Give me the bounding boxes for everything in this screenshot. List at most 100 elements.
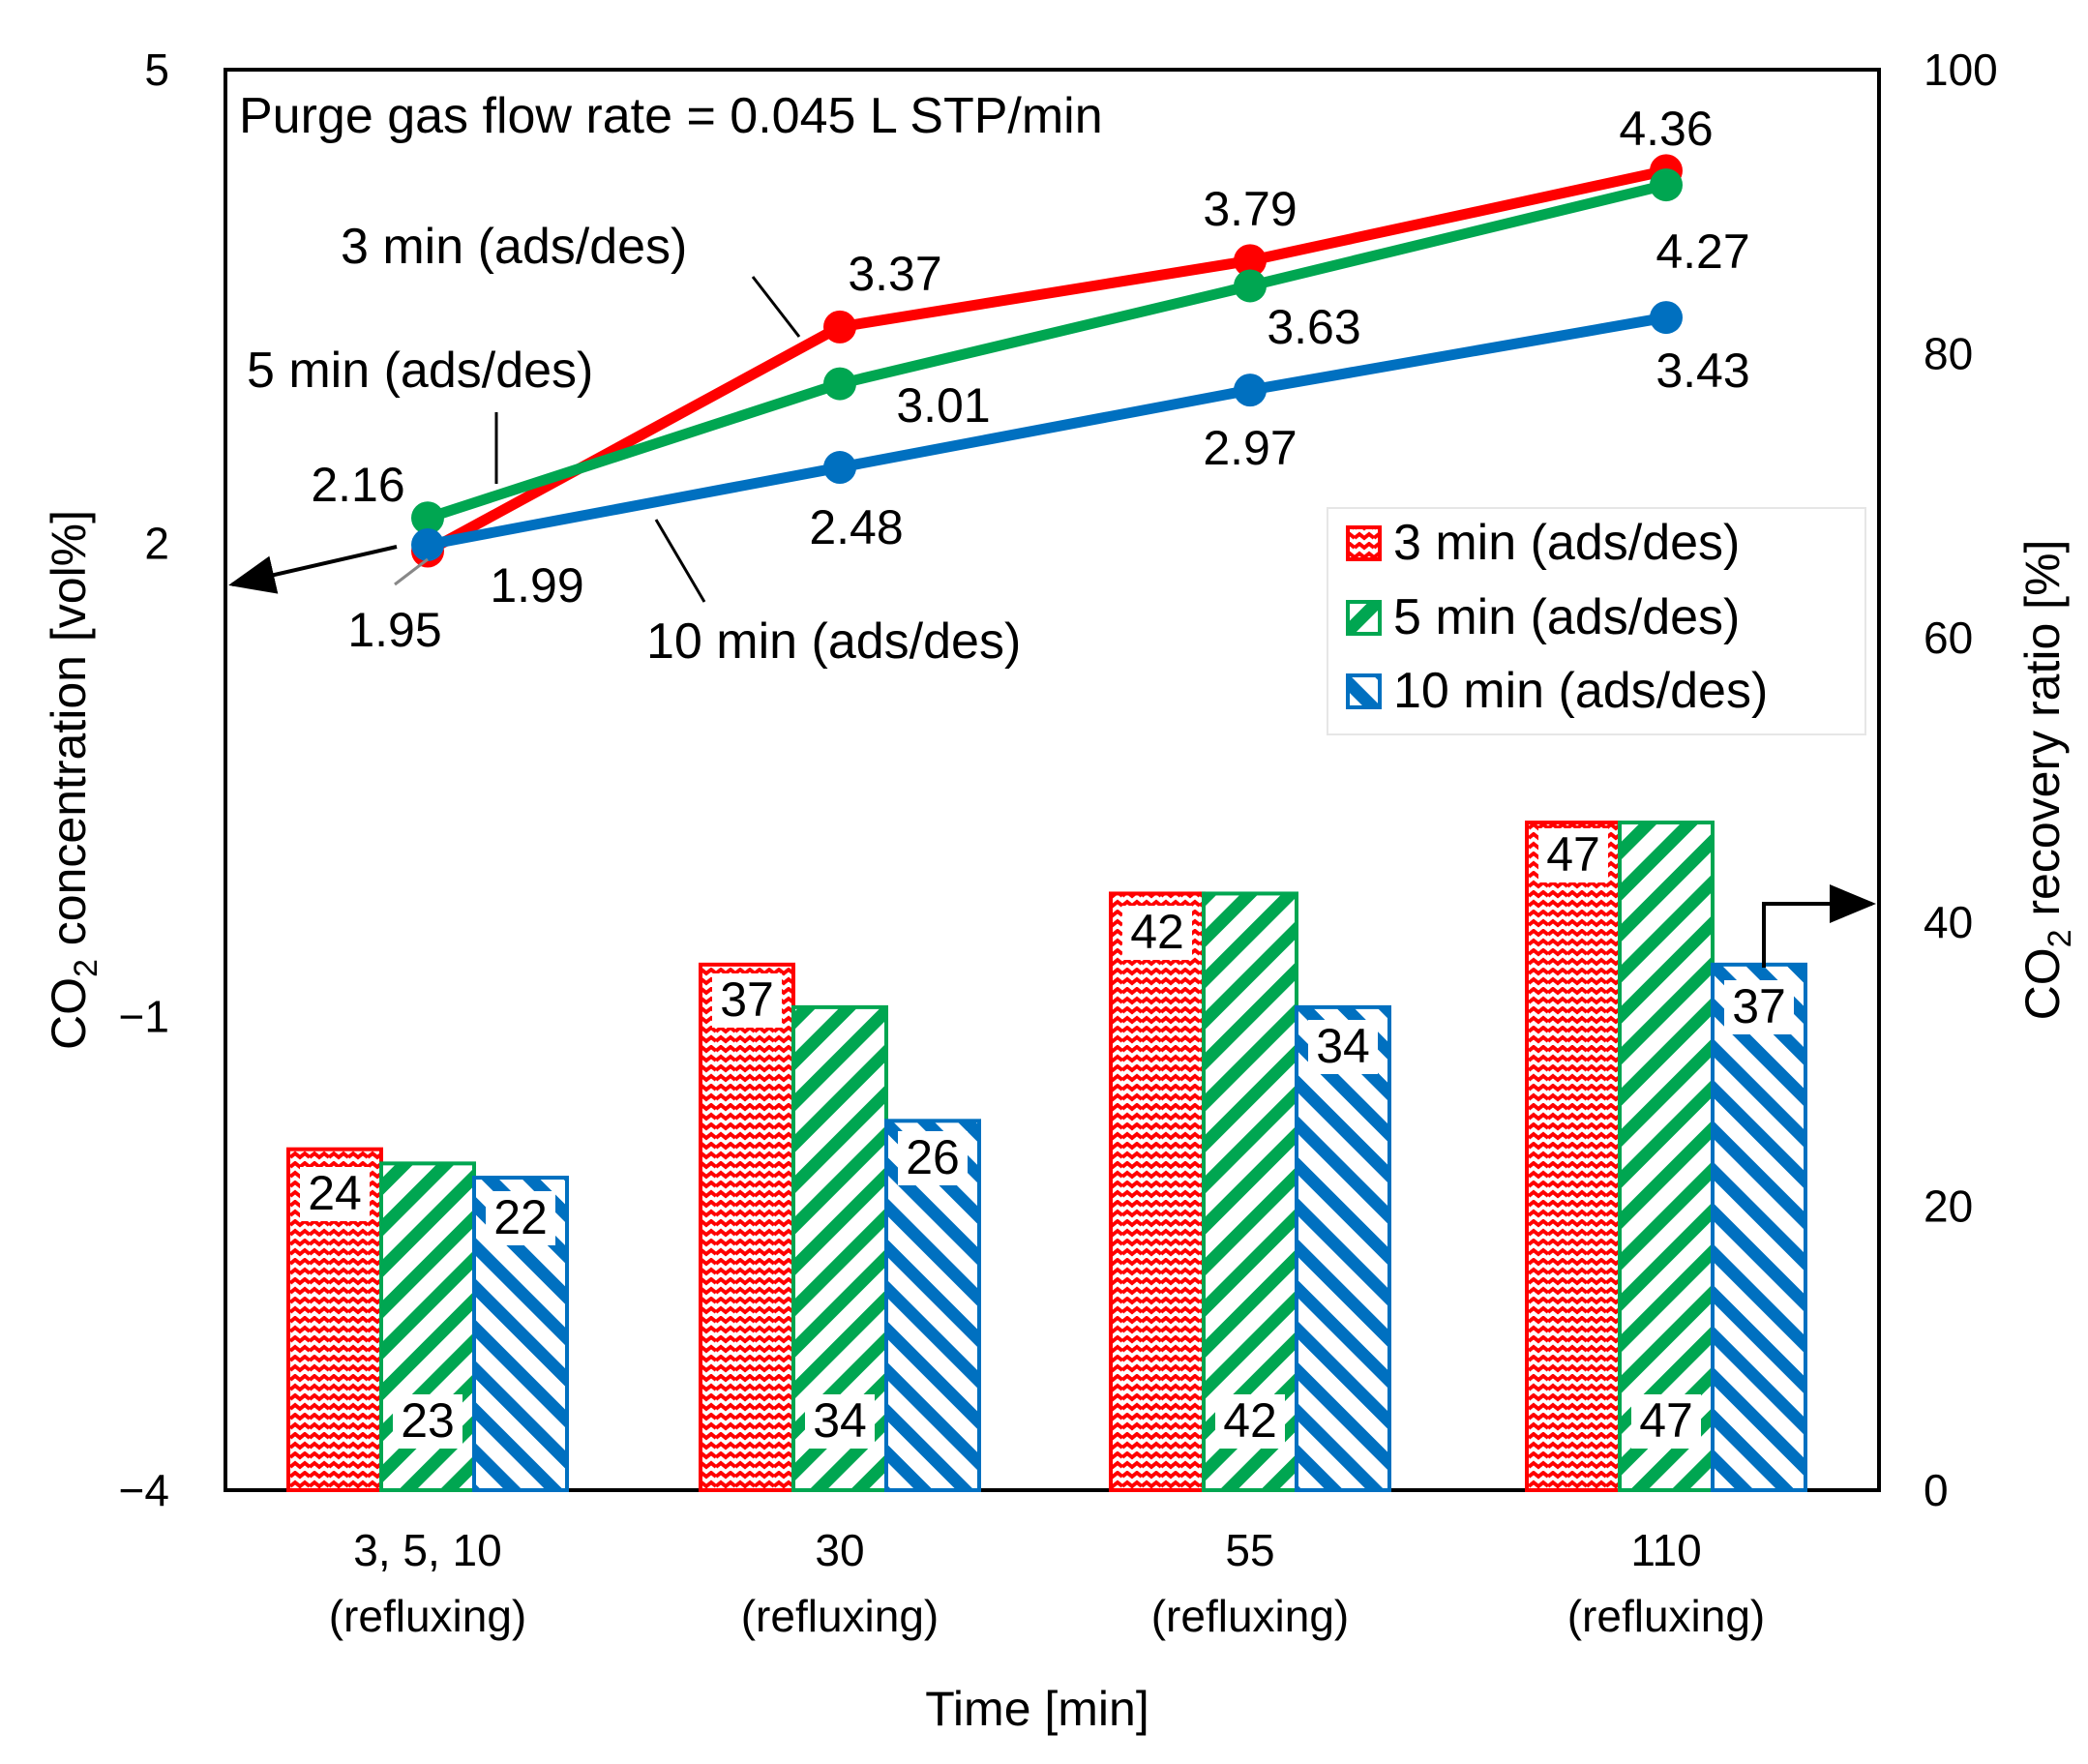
point-5min-2 [1234,269,1267,303]
right-tick-label: 100 [1924,45,1998,95]
bar-label-10min-2: 34 [1316,1019,1370,1073]
bar-3min-1 [699,962,795,1492]
left-tick-label: 2 [144,518,169,568]
line-label-3min-1: 3.37 [848,247,941,301]
bar-3min-3 [1525,821,1622,1492]
left-axis-title-sub: 2 [68,959,104,977]
line-10min [426,312,1667,551]
bar-label-bg [1631,1394,1701,1449]
line-label-10min-3: 3.43 [1655,344,1749,398]
callout-3min-leader [751,276,801,338]
right-axis-ticks: 0 20 40 60 80 100 [1924,45,1998,1515]
left-tick-label: 5 [144,45,169,95]
bar-label-bg [805,1394,875,1449]
callout-3min: 3 min (ads/des) [341,219,687,275]
legend-swatch-3min [1346,525,1382,561]
left-axis-title: CO2 concentration [vol%] [42,510,104,1050]
label-195-leader [394,557,429,586]
plot-area [224,68,1881,1492]
line-label-3min-2: 3.79 [1203,182,1297,236]
callout-10min-leader [654,519,706,603]
line-label-10min-1: 2.48 [809,500,903,554]
legend-swatch-5min [1346,600,1382,636]
line-data-labels: 1.95 3.37 3.79 4.36 2.16 3.01 3.63 4.27 1.99 2.48… [311,102,1749,657]
left-axis-arrow [228,545,398,594]
bar-label-bg [486,1191,555,1245]
bar-label-10min-0: 22 [493,1190,548,1244]
left-tick-label: −1 [119,992,169,1042]
bar-label-3min-2: 42 [1130,905,1184,959]
bar-label-5min-2: 42 [1223,1393,1277,1448]
right-tick-label: 60 [1924,613,1973,663]
point-3min-2 [1234,244,1267,278]
legend-label-10min: 10 min (ads/des) [1393,663,1768,719]
line-label-5min-3: 4.27 [1655,224,1749,279]
left-tick-label: −4 [119,1465,169,1515]
bar-label-10min-1: 26 [906,1130,960,1184]
point-10min-2 [1234,374,1267,407]
line-label-3min-0: 1.95 [347,603,441,657]
x-tick-label: 110 [1630,1525,1701,1575]
legend: 3 min (ads/des) 5 min (ads/des) 10 min (… [1327,507,1866,735]
legend-label-3min: 3 min (ads/des) [1393,515,1740,571]
right-tick-label: 20 [1924,1181,1973,1231]
line-label-10min-0: 1.99 [490,558,583,613]
left-axis-title-main: CO [42,977,96,1050]
bar-data-labels: 24 37 42 47 23 34 42 47 22 26 34 37 [300,827,1794,1449]
bar-label-bg [1122,906,1192,960]
bar-label-10min-3: 37 [1732,979,1786,1033]
bar-label-5min-3: 47 [1639,1393,1693,1448]
legend-swatch-10min [1346,673,1382,709]
right-axis-title: CO2 recovery ratio [%] [2015,540,2078,1021]
bar-label-bg [393,1394,462,1449]
bar-10min-3 [1711,962,1807,1492]
point-10min-0 [411,527,444,561]
line-label-5min-1: 3.01 [896,378,990,433]
left-axis-ticks: −4 −1 2 5 [119,45,169,1515]
legend-box [1327,507,1866,735]
point-10min-1 [823,451,856,485]
point-5min-1 [823,367,856,401]
x-tick-sublabel: (refluxing) [329,1591,527,1641]
point-3min-1 [823,310,856,344]
callout-5min: 5 min (ads/des) [247,343,593,399]
bar-3min-2 [1109,891,1206,1492]
right-tick-label: 0 [1924,1465,1949,1515]
point-5min-0 [411,501,444,535]
right-axis-arrow [1762,884,1876,968]
x-tick-sublabel: (refluxing) [741,1591,940,1641]
bar-series [286,821,1807,1493]
x-axis-title: Time [min] [925,1682,1149,1736]
bar-5min-3 [1618,821,1715,1492]
bar-5min-2 [1202,891,1298,1492]
bar-10min-2 [1295,1004,1391,1492]
line-label-5min-2: 3.63 [1267,300,1360,354]
x-axis-ticks: 3, 5, 10 (refluxing) 30 (refluxing) 55 (reflu… [329,1525,1766,1641]
x-tick-label: 3, 5, 10 [353,1525,501,1575]
bar-label-5min-1: 34 [813,1393,867,1448]
line-label-3min-3: 4.36 [1619,102,1713,156]
point-5min-3 [1650,168,1683,202]
callout-10min: 10 min (ads/des) [646,613,1021,670]
bar-label-bg [1215,1394,1285,1449]
legend-label-5min: 5 min (ads/des) [1393,589,1740,645]
point-10min-3 [1650,301,1683,335]
bar-label-bg [1308,1020,1378,1074]
right-axis-title-rest: recovery ratio [%] [2015,540,2070,930]
x-tick-label: 55 [1225,1525,1274,1575]
bar-label-5min-0: 23 [401,1393,455,1448]
bar-label-bg [898,1131,968,1185]
bar-label-bg [712,973,782,1028]
svg-text:CO2 concentration [vol%]: CO2 concentration [vol%] [42,510,104,1050]
line-label-10min-2: 2.97 [1203,421,1297,475]
svg-text:CO2 recovery ratio [%]: CO2 recovery ratio [%] [2015,540,2078,1021]
chart-annotation: Purge gas flow rate = 0.045 L STP/min [239,88,1103,144]
bar-label-bg [300,1167,370,1221]
bar-label-3min-1: 37 [720,972,774,1027]
bar-label-3min-0: 24 [308,1166,362,1220]
x-tick-sublabel: (refluxing) [1151,1591,1350,1641]
line-series [411,154,1683,568]
right-tick-label: 80 [1924,329,1973,379]
bar-label-bg [1538,828,1608,882]
